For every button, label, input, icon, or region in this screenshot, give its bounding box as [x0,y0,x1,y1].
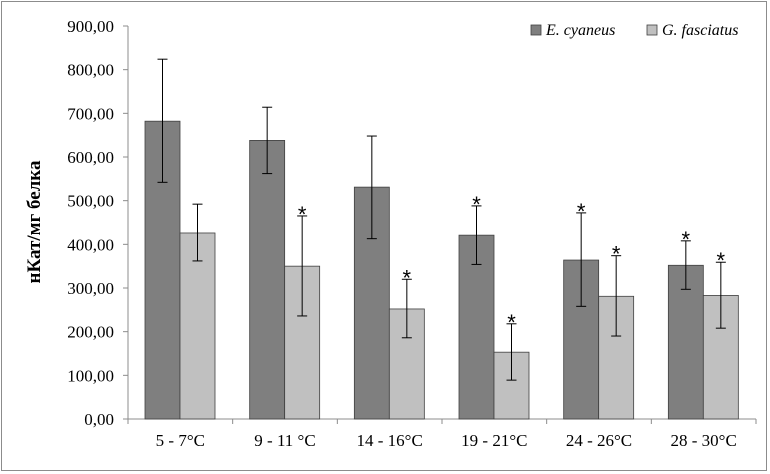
y-tick-label: 400,00 [67,235,114,254]
y-tick-label: 800,00 [67,61,114,80]
x-category-label: 28 - 30°C [671,431,737,450]
x-category-label: 9 - 11 °C [254,431,315,450]
y-tick-label: 0,00 [84,410,114,429]
y-tick-label: 300,00 [67,279,114,298]
x-category-label: 14 - 16°C [357,431,423,450]
y-axis-title: нКат/мг белка [24,160,45,283]
significance-marker: * [298,202,307,227]
significance-marker: * [472,192,481,217]
significance-marker: * [717,248,726,273]
legend-label-e-cyaneus: E. cyaneus [545,22,615,39]
significance-marker: * [612,242,621,267]
bar-e-cyaneus [249,140,286,420]
y-tick-label: 900,00 [67,17,114,36]
significance-marker: * [507,310,516,335]
bar-g-fasciatus [179,232,216,420]
legend-swatch-e-cyaneus [530,24,542,36]
x-category-label: 24 - 26°C [566,431,632,450]
significance-marker: * [577,199,586,224]
x-category-label: 5 - 7°C [156,431,205,450]
bar-e-cyaneus [667,264,704,420]
y-tick-label: 100,00 [67,366,114,385]
y-tick-label: 200,00 [67,323,114,342]
y-tick-label: 500,00 [67,192,114,211]
y-tick-label: 700,00 [67,104,114,123]
legend: E. cyaneus G. fasciatus [530,22,738,39]
legend-swatch-g-fasciatus [646,24,658,36]
legend-label-g-fasciatus: G. fasciatus [662,22,738,39]
x-category-label: 19 - 21°C [461,431,527,450]
y-tick-label: 600,00 [67,148,114,167]
significance-marker: * [682,227,691,252]
significance-marker: * [403,265,412,290]
